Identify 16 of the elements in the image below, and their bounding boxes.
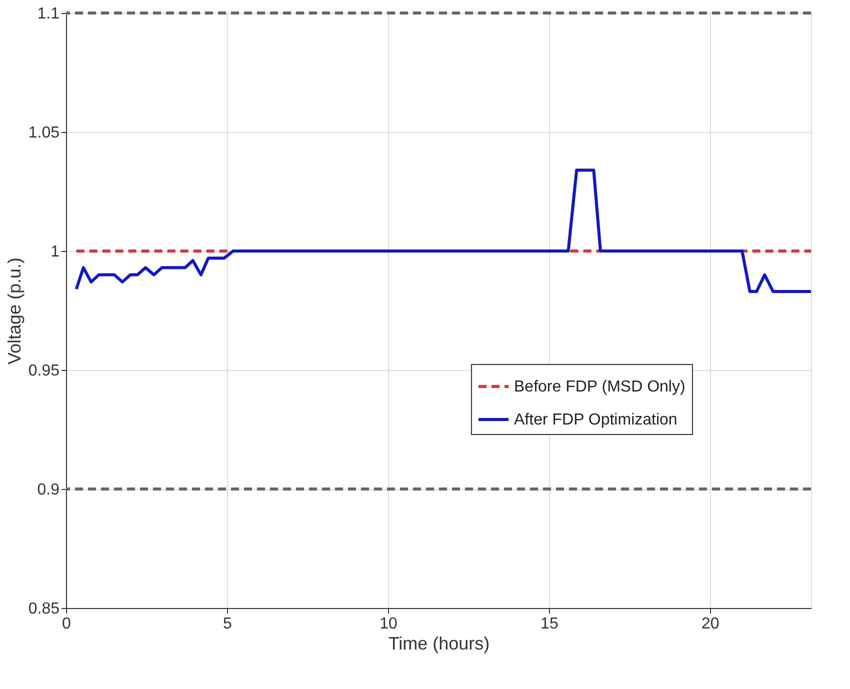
line-series [74,168,812,293]
x-tick-label: 10 [380,616,398,632]
y-tick-label: 0.85 [28,600,60,618]
legend-label: After FDP Optimization [514,412,678,429]
y-tick-label: 0.9 [37,482,60,498]
y-tick-label: 0.95 [28,362,60,380]
x-tick-label: 15 [540,616,558,632]
y-tick-label: 1.1 [37,6,60,22]
y-tick-label: 1.05 [28,124,60,142]
x-tick-label: 5 [223,616,232,632]
x-tick-label: 0 [62,616,72,632]
y-tick-label: 1 [50,244,60,260]
x-tick-label: 20 [702,616,720,632]
x-axis-title: Time (hours) [388,634,490,654]
y-axis-title: Voltage (p.u.) [4,257,24,365]
legend-label: Before FDP (MSD Only) [514,378,686,396]
